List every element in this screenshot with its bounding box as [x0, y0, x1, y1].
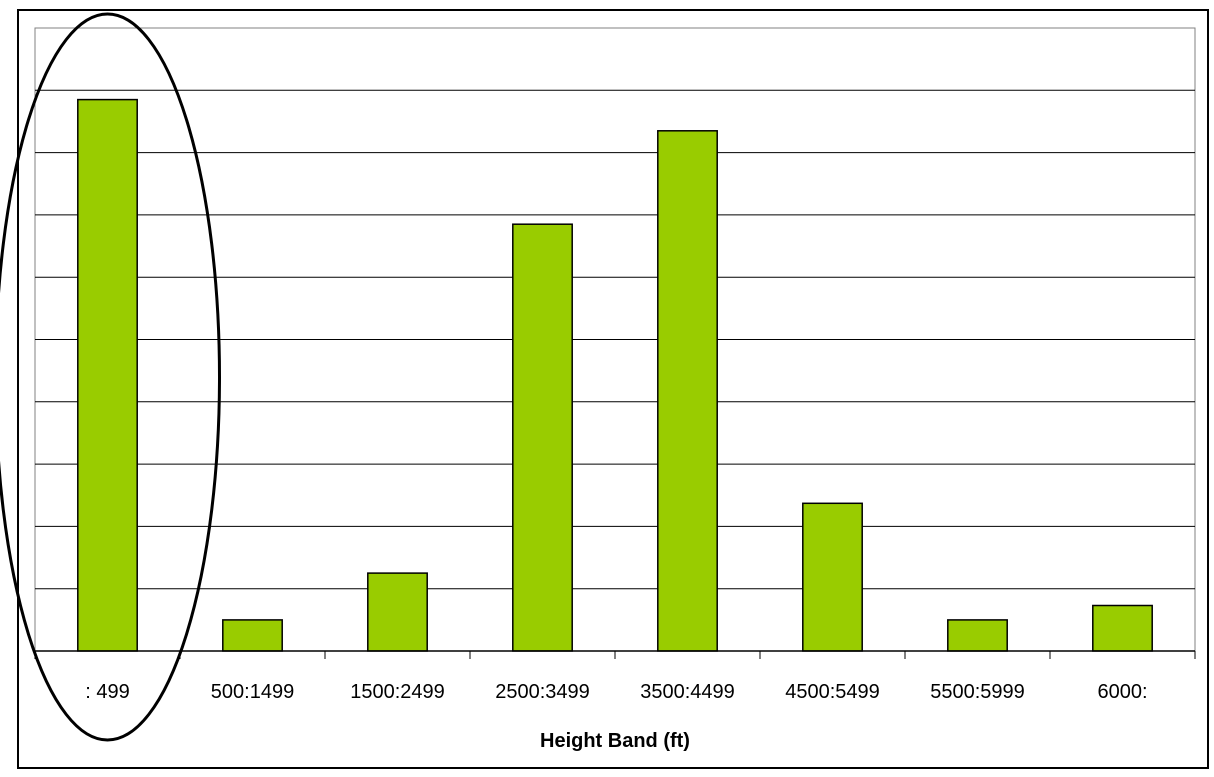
- bar: [802, 502, 863, 652]
- bar: [512, 223, 573, 652]
- highlight-annotation: [0, 12, 221, 742]
- x-tick-label: 2500:3499: [495, 681, 590, 703]
- bar: [1092, 604, 1153, 652]
- bar: [222, 619, 283, 652]
- bar: [77, 98, 138, 652]
- highlight-ellipse: [0, 12, 221, 742]
- x-tick-label: 4500:5499: [785, 681, 880, 703]
- x-tick-label: 1500:2499: [350, 681, 445, 703]
- x-tick-label: 500:1499: [211, 681, 294, 703]
- x-tick-label: 5500:5999: [930, 681, 1025, 703]
- x-tick-label: 6000:: [1097, 681, 1147, 703]
- bar: [657, 130, 718, 652]
- bar: [947, 619, 1008, 652]
- gridlines: [35, 89, 1195, 590]
- x-tick-labels: : 499 500:1499 1500:2499 2500:3499 3500:4499…: [85, 681, 1147, 703]
- x-tick-label: : 499: [85, 681, 129, 703]
- x-axis-title: Height Band (ft): [540, 730, 690, 752]
- x-tick-label: 3500:4499: [640, 681, 735, 703]
- bar: [367, 572, 428, 652]
- x-axis: [34, 650, 1196, 659]
- bars: [77, 98, 1153, 652]
